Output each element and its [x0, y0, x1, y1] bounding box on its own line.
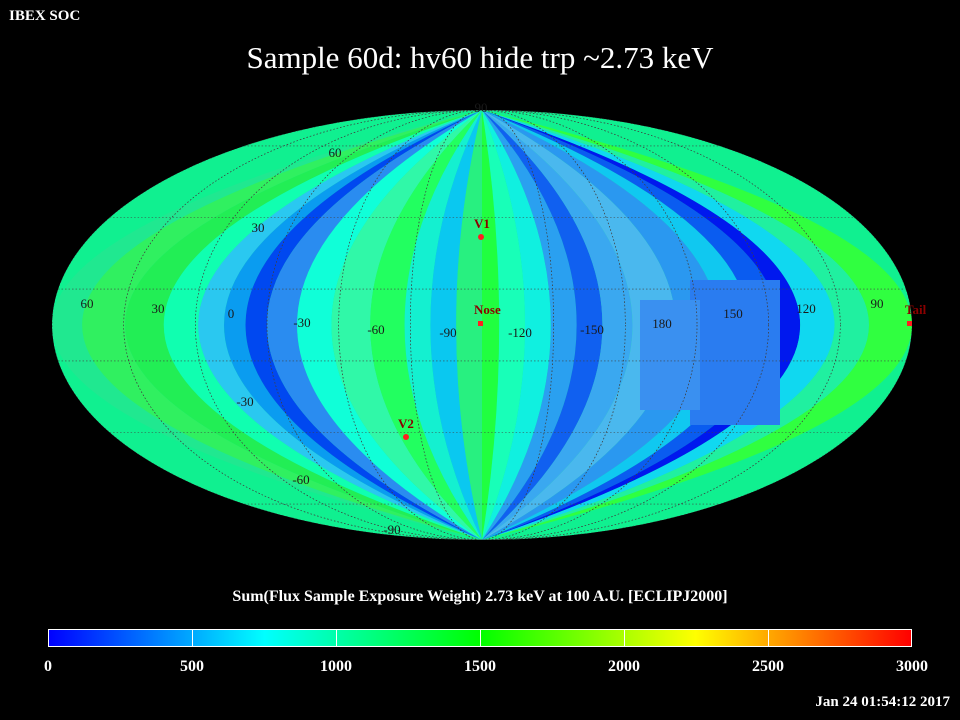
- colorbar-tick-label: 3000: [896, 658, 928, 675]
- latitude-label: -30: [236, 394, 253, 409]
- flux-band: [82, 110, 482, 540]
- colorbar-tick-label: 1000: [320, 658, 352, 675]
- longitude-label: -120: [508, 325, 532, 340]
- colorbar-tick: [624, 630, 625, 646]
- marker-v2-label: V2: [398, 416, 414, 431]
- flux-band: [482, 110, 912, 540]
- colorbar-tick-label: 1500: [464, 658, 496, 675]
- longitude-label: 0: [228, 306, 235, 321]
- marker-tail-label: Tail: [905, 302, 927, 317]
- longitude-line: [123, 110, 841, 540]
- longitude-label: 60: [81, 296, 94, 311]
- flux-band: [404, 110, 482, 540]
- flux-band: [125, 110, 482, 540]
- colorbar-tick-label: 2000: [608, 658, 640, 675]
- map-title: Sample 60d: hv60 hide trp ~2.73 keV: [246, 40, 714, 75]
- marker-nose-label: Nose: [474, 302, 501, 317]
- colorbar-tick: [480, 630, 481, 646]
- marker-v1: V1: [474, 216, 490, 240]
- longitude-label: -150: [580, 322, 604, 337]
- colorbar-title: Sum(Flux Sample Exposure Weight) 2.73 ke…: [232, 588, 728, 605]
- longitude-label: 150: [723, 306, 743, 321]
- longitude-line: [266, 110, 698, 540]
- flux-band: [297, 110, 482, 540]
- longitude-label: -60: [367, 322, 384, 337]
- latitude-label: -90: [383, 522, 400, 537]
- longitude-label: 120: [796, 301, 816, 316]
- latitude-label: 30: [252, 220, 265, 235]
- flux-band: [245, 110, 482, 540]
- flux-band: [370, 110, 482, 540]
- longitude-line: [195, 110, 769, 540]
- marker-v2: V2: [398, 416, 414, 440]
- flux-band: [198, 110, 482, 540]
- colorbar-tick: [192, 630, 193, 646]
- colorbar-tick: [768, 630, 769, 646]
- marker-tail: Tail: [905, 302, 927, 326]
- colorbar-tick: [336, 630, 337, 646]
- colorbar-tick-label: 0: [44, 658, 52, 675]
- marker-v1-label: V1: [474, 216, 490, 231]
- flux-map: [52, 110, 912, 540]
- longitude-label: 180: [652, 316, 672, 331]
- colorbar-tick-label: 2500: [752, 658, 784, 675]
- longitude-line: [410, 110, 554, 540]
- latitude-label: 90: [475, 100, 488, 115]
- marker-nose: Nose: [474, 302, 501, 326]
- longitude-label: -90: [439, 325, 456, 340]
- longitude-label: 90: [871, 296, 884, 311]
- timestamp: Jan 24 01:54:12 2017: [815, 694, 950, 710]
- latitude-label: -60: [292, 472, 309, 487]
- colorbar-tick-label: 500: [180, 658, 204, 675]
- longitude-line: [338, 110, 626, 540]
- longitude-label: 30: [152, 301, 165, 316]
- flux-band: [456, 110, 482, 540]
- app-label: IBEX SOC: [9, 8, 81, 24]
- longitude-label: -30: [293, 315, 310, 330]
- latitude-label: 60: [329, 145, 342, 160]
